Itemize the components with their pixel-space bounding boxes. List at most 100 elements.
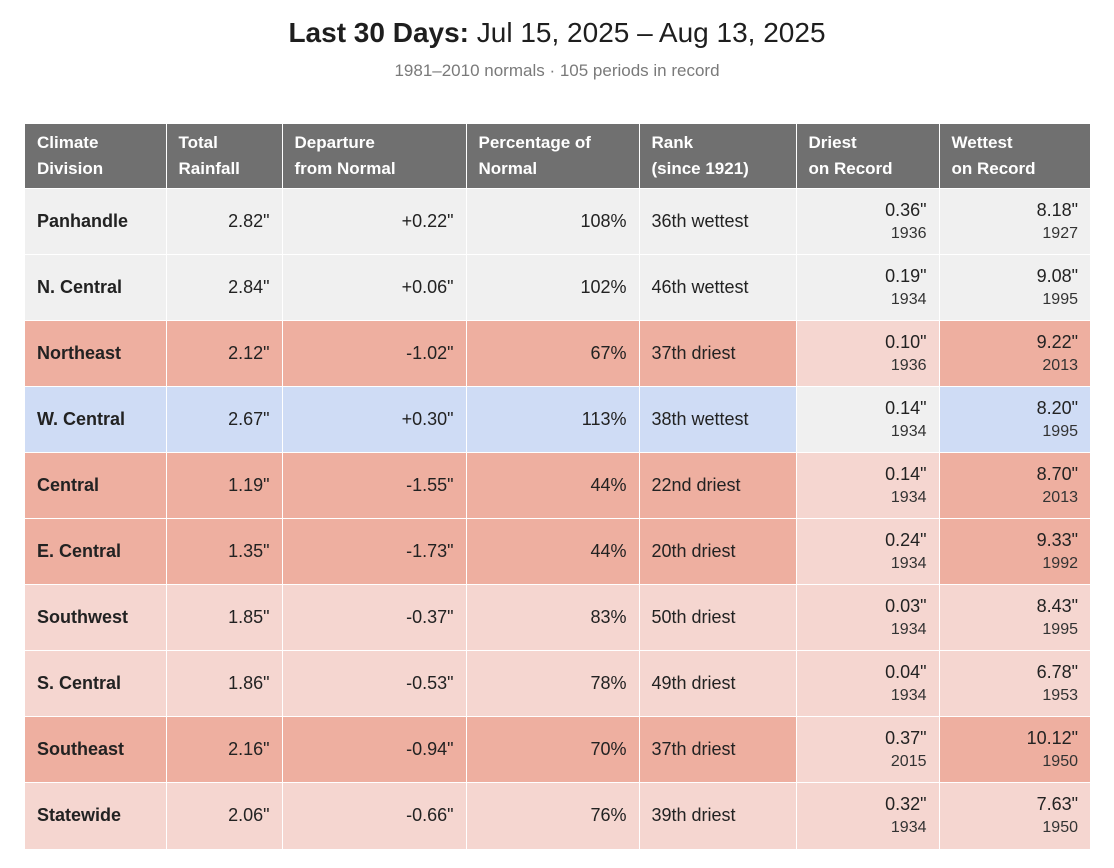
driest-value: 0.36": [885, 199, 927, 220]
wettest-value: 6.78": [1036, 661, 1078, 682]
division-cell: E. Central: [25, 518, 167, 585]
wettest-value: 9.22": [1036, 331, 1078, 352]
percent-normal-cell: 78%: [466, 650, 640, 717]
driest-value: 0.03": [885, 595, 927, 616]
title-period: Last 30 Days:: [288, 17, 469, 48]
title-date-range: Jul 15, 2025 – Aug 13, 2025: [476, 17, 826, 48]
total-rainfall-cell: 1.86": [166, 650, 283, 717]
departure-cell: -0.66": [282, 782, 467, 849]
wettest-year: 1995: [1042, 422, 1078, 440]
column-header-driest: Driest on Record: [796, 124, 940, 189]
division-cell: Central: [25, 452, 167, 519]
table-row: Central 1.19" -1.55" 44% 22nd driest 0.14" 193…: [25, 452, 1090, 519]
percent-normal-cell: 76%: [466, 782, 640, 849]
departure-cell: -1.73": [282, 518, 467, 585]
wettest-record-cell: 8.43" 1995: [939, 584, 1090, 651]
rank-cell: 20th driest: [639, 518, 797, 585]
driest-year: 1934: [890, 686, 927, 704]
wettest-year: 1927: [1042, 224, 1078, 242]
driest-value: 0.24": [885, 529, 927, 550]
rainfall-table: Climate Division Total Rainfall Departure f…: [25, 124, 1090, 849]
driest-year: 1936: [890, 356, 927, 374]
departure-cell: -0.94": [282, 716, 467, 783]
percent-normal-cell: 102%: [466, 254, 640, 321]
driest-value: 0.37": [885, 727, 927, 748]
driest-value: 0.32": [885, 793, 927, 814]
driest-record-cell: 0.04" 1934: [796, 650, 940, 717]
wettest-record-cell: 9.22" 2013: [939, 320, 1090, 387]
total-rainfall-cell: 2.82": [166, 188, 283, 255]
wettest-record-cell: 8.70" 2013: [939, 452, 1090, 519]
percent-normal-cell: 108%: [466, 188, 640, 255]
driest-record-cell: 0.10" 1936: [796, 320, 940, 387]
departure-cell: -1.55": [282, 452, 467, 519]
wettest-record-cell: 9.33" 1992: [939, 518, 1090, 585]
departure-cell: -0.37": [282, 584, 467, 651]
rank-cell: 49th driest: [639, 650, 797, 717]
rank-cell: 38th wettest: [639, 386, 797, 453]
division-cell: Southeast: [25, 716, 167, 783]
departure-cell: -1.02": [282, 320, 467, 387]
rank-cell: 50th driest: [639, 584, 797, 651]
division-cell: Southwest: [25, 584, 167, 651]
division-cell: S. Central: [25, 650, 167, 717]
percent-normal-cell: 70%: [466, 716, 640, 783]
wettest-record-cell: 9.08" 1995: [939, 254, 1090, 321]
driest-record-cell: 0.14" 1934: [796, 452, 940, 519]
division-cell: Statewide: [25, 782, 167, 849]
percent-normal-cell: 83%: [466, 584, 640, 651]
table-row: N. Central 2.84" +0.06" 102% 46th wettest 0.1…: [25, 254, 1090, 321]
departure-cell: +0.22": [282, 188, 467, 255]
driest-record-cell: 0.03" 1934: [796, 584, 940, 651]
report-header: Last 30 Days: Jul 15, 2025 – Aug 13, 202…: [0, 0, 1114, 82]
percent-normal-cell: 113%: [466, 386, 640, 453]
driest-record-cell: 0.19" 1934: [796, 254, 940, 321]
rank-cell: 22nd driest: [639, 452, 797, 519]
page-subtitle: 1981–2010 normals · 105 periods in recor…: [394, 61, 720, 80]
rank-cell: 37th driest: [639, 716, 797, 783]
driest-record-cell: 0.24" 1934: [796, 518, 940, 585]
departure-cell: +0.30": [282, 386, 467, 453]
table-header-row: Climate Division Total Rainfall Departure f…: [25, 124, 1090, 189]
division-cell: Northeast: [25, 320, 167, 387]
wettest-value: 7.63": [1036, 793, 1078, 814]
wettest-year: 1950: [1042, 818, 1078, 836]
wettest-value: 9.08": [1036, 265, 1078, 286]
departure-cell: -0.53": [282, 650, 467, 717]
wettest-record-cell: 6.78" 1953: [939, 650, 1090, 717]
driest-record-cell: 0.14" 1934: [796, 386, 940, 453]
rank-cell: 46th wettest: [639, 254, 797, 321]
wettest-record-cell: 7.63" 1950: [939, 782, 1090, 849]
table-row: Southeast 2.16" -0.94" 70% 37th driest 0.37" 2…: [25, 716, 1090, 783]
wettest-record-cell: 8.20" 1995: [939, 386, 1090, 453]
total-rainfall-cell: 2.84": [166, 254, 283, 321]
rank-cell: 39th driest: [639, 782, 797, 849]
total-rainfall-cell: 1.35": [166, 518, 283, 585]
page-title: Last 30 Days: Jul 15, 2025 – Aug 13, 202…: [0, 0, 1114, 50]
total-rainfall-cell: 1.19": [166, 452, 283, 519]
table-row: Statewide 2.06" -0.66" 76% 39th driest 0.32" 1…: [25, 782, 1090, 849]
column-header-departure: Departure from Normal: [282, 124, 467, 189]
total-rainfall-cell: 2.16": [166, 716, 283, 783]
driest-year: 1934: [890, 488, 927, 506]
total-rainfall-cell: 2.12": [166, 320, 283, 387]
departure-cell: +0.06": [282, 254, 467, 321]
total-rainfall-cell: 2.67": [166, 386, 283, 453]
wettest-value: 9.33": [1036, 529, 1078, 550]
driest-value: 0.14": [885, 397, 927, 418]
driest-record-cell: 0.37" 2015: [796, 716, 940, 783]
wettest-year: 1950: [1042, 752, 1078, 770]
driest-year: 1934: [890, 620, 927, 638]
wettest-record-cell: 10.12" 1950: [939, 716, 1090, 783]
driest-value: 0.04": [885, 661, 927, 682]
driest-value: 0.14": [885, 463, 927, 484]
table-row: W. Central 2.67" +0.30" 113% 38th wettest 0.1…: [25, 386, 1090, 453]
wettest-value: 10.12": [1026, 727, 1078, 748]
column-header-wettest: Wettest on Record: [939, 124, 1090, 189]
driest-year: 1934: [890, 422, 927, 440]
wettest-value: 8.20": [1036, 397, 1078, 418]
table-row: Northeast 2.12" -1.02" 67% 37th driest 0.10" 1…: [25, 320, 1090, 387]
total-rainfall-cell: 1.85": [166, 584, 283, 651]
division-cell: W. Central: [25, 386, 167, 453]
driest-record-cell: 0.32" 1934: [796, 782, 940, 849]
